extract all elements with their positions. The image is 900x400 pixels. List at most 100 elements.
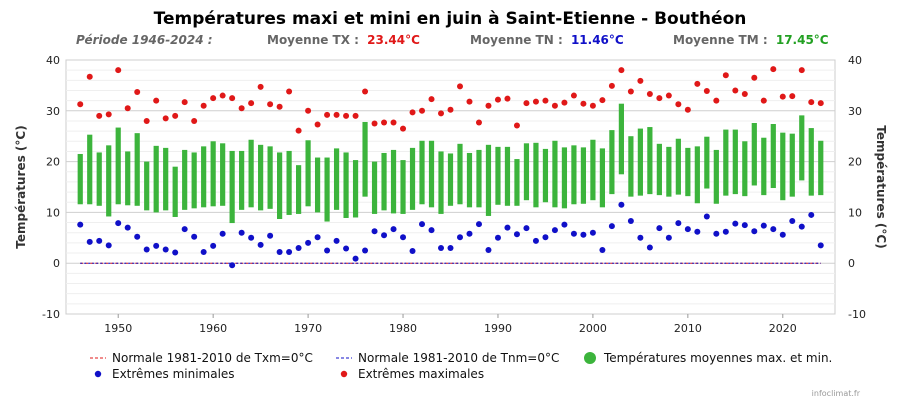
min-point: [789, 218, 796, 225]
min-point: [172, 249, 179, 256]
min-point: [381, 232, 388, 239]
tm-value: 17.45°C: [776, 33, 829, 47]
min-point: [257, 241, 264, 248]
range-bars: [77, 103, 824, 224]
max-point: [808, 99, 815, 106]
y-axis: -10 -10 0 0 10 10 20 20 30 30 40 40: [42, 54, 866, 321]
min-point: [703, 213, 710, 220]
max-point: [86, 73, 93, 80]
range-bar: [723, 129, 729, 196]
range-bar: [799, 115, 805, 181]
range-bar: [618, 103, 624, 175]
range-bar: [220, 143, 226, 206]
min-point: [400, 234, 407, 241]
max-point: [257, 83, 264, 90]
max-point: [618, 67, 625, 74]
legend-label-tnm: Normale 1981-2010 de Tnm=0°C: [358, 351, 559, 365]
max-point: [248, 100, 255, 107]
min-point: [324, 247, 331, 254]
range-bar: [295, 165, 302, 214]
min-point: [143, 246, 150, 253]
max-point: [200, 102, 207, 109]
min-point: [286, 249, 293, 256]
max-point: [267, 101, 274, 108]
range-bar: [685, 147, 691, 197]
min-point: [475, 221, 482, 228]
x-tick-label: 1960: [199, 322, 227, 335]
legend-swatch-min: [94, 370, 102, 378]
min-point: [589, 229, 596, 236]
max-point: [390, 119, 397, 126]
max-point: [741, 91, 748, 98]
max-point: [523, 100, 530, 107]
max-point: [608, 82, 615, 89]
max-point: [295, 127, 302, 134]
y-tick-label-left: 0: [53, 257, 60, 270]
max-point: [96, 112, 103, 119]
range-bar: [153, 145, 159, 213]
max-point: [371, 120, 378, 127]
range-bar: [694, 146, 700, 204]
max-point: [466, 98, 473, 105]
legend-label-txm: Normale 1981-2010 de Txm=0°C: [112, 351, 313, 365]
subtitle-line: Période 1946-2024 : Moyenne TX : 23.44°C…: [76, 33, 829, 47]
max-point: [817, 100, 824, 107]
range-bar: [333, 148, 340, 210]
min-point: [191, 233, 198, 240]
range-bar: [87, 134, 93, 205]
range-bar: [115, 127, 121, 205]
range-bar: [561, 147, 568, 209]
y-axis-title-left: Températures (°C): [14, 125, 28, 248]
min-point: [570, 230, 577, 237]
range-bar: [609, 130, 615, 195]
range-bar: [514, 159, 520, 206]
max-point: [134, 89, 141, 96]
max-point: [314, 121, 321, 128]
range-bar: [362, 121, 368, 197]
max-point: [181, 99, 188, 106]
min-point: [210, 242, 217, 249]
min-point: [760, 222, 767, 229]
range-bar: [201, 146, 207, 208]
min-point: [352, 255, 359, 262]
min-point: [523, 225, 530, 232]
max-point: [333, 111, 340, 118]
y-tick-label-left: -10: [42, 308, 60, 321]
legend-label-range: Températures moyennes max. et min.: [603, 351, 832, 365]
range-bar: [438, 151, 444, 214]
max-point: [162, 115, 169, 122]
y-tick-label-left: 40: [46, 54, 60, 67]
max-point: [324, 111, 331, 118]
max-point: [409, 109, 416, 116]
max-point: [428, 96, 435, 103]
min-point: [675, 220, 682, 227]
range-bar: [343, 152, 349, 218]
max-point: [153, 97, 160, 104]
range-bar: [533, 142, 539, 208]
range-bar: [134, 133, 140, 206]
max-point: [798, 67, 805, 74]
range-bar: [761, 137, 767, 196]
min-point: [333, 237, 340, 244]
max-point: [504, 95, 511, 102]
min-point: [608, 223, 615, 230]
max-point: [789, 93, 796, 100]
max-point: [210, 95, 217, 102]
legend-label-min: Extrêmes minimales: [112, 367, 235, 381]
min-point: [86, 238, 93, 245]
min-point: [808, 211, 815, 218]
max-point: [779, 93, 786, 100]
y-tick-label-right: 30: [848, 105, 862, 118]
range-bar: [191, 152, 197, 209]
range-bar: [324, 157, 330, 222]
max-point: [637, 77, 644, 84]
max-point: [77, 101, 84, 108]
max-point: [229, 95, 236, 102]
range-bar: [713, 149, 719, 204]
min-point: [343, 245, 350, 252]
min-point: [741, 222, 748, 229]
range-bar: [210, 141, 216, 207]
max-point: [276, 103, 283, 110]
y-tick-label-left: 10: [46, 206, 60, 219]
min-point: [627, 218, 634, 225]
